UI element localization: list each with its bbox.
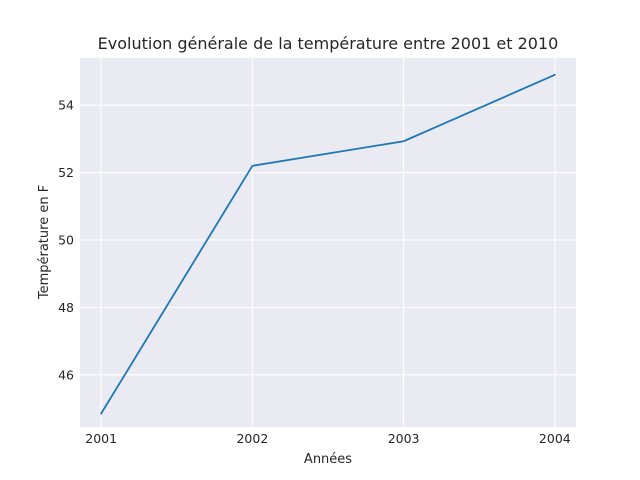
- series-line: [100, 73, 556, 415]
- y-tick-label: 50: [58, 232, 74, 247]
- y-tick-label: 52: [58, 165, 74, 180]
- x-tick-label: 2003: [388, 431, 420, 446]
- y-grid: [80, 104, 576, 376]
- x-tick-label: 2002: [236, 431, 268, 446]
- x-tick-labels: 2001 2002 2003 2004: [85, 431, 571, 446]
- x-tick-label: 2001: [85, 431, 117, 446]
- y-axis-label: Température en F: [37, 185, 52, 300]
- chart-title: Evolution générale de la température ent…: [98, 34, 559, 53]
- x-axis-label: Années: [304, 452, 352, 467]
- y-tick-label: 46: [58, 367, 74, 382]
- plot-area: [80, 58, 576, 427]
- y-tick-label: 54: [58, 98, 74, 113]
- y-tick-label: 48: [58, 300, 74, 315]
- series-layer: [100, 73, 556, 415]
- y-tick-labels: 46 48 50 52 54: [58, 98, 74, 383]
- x-grid: [100, 58, 556, 427]
- x-tick-label: 2004: [539, 431, 571, 446]
